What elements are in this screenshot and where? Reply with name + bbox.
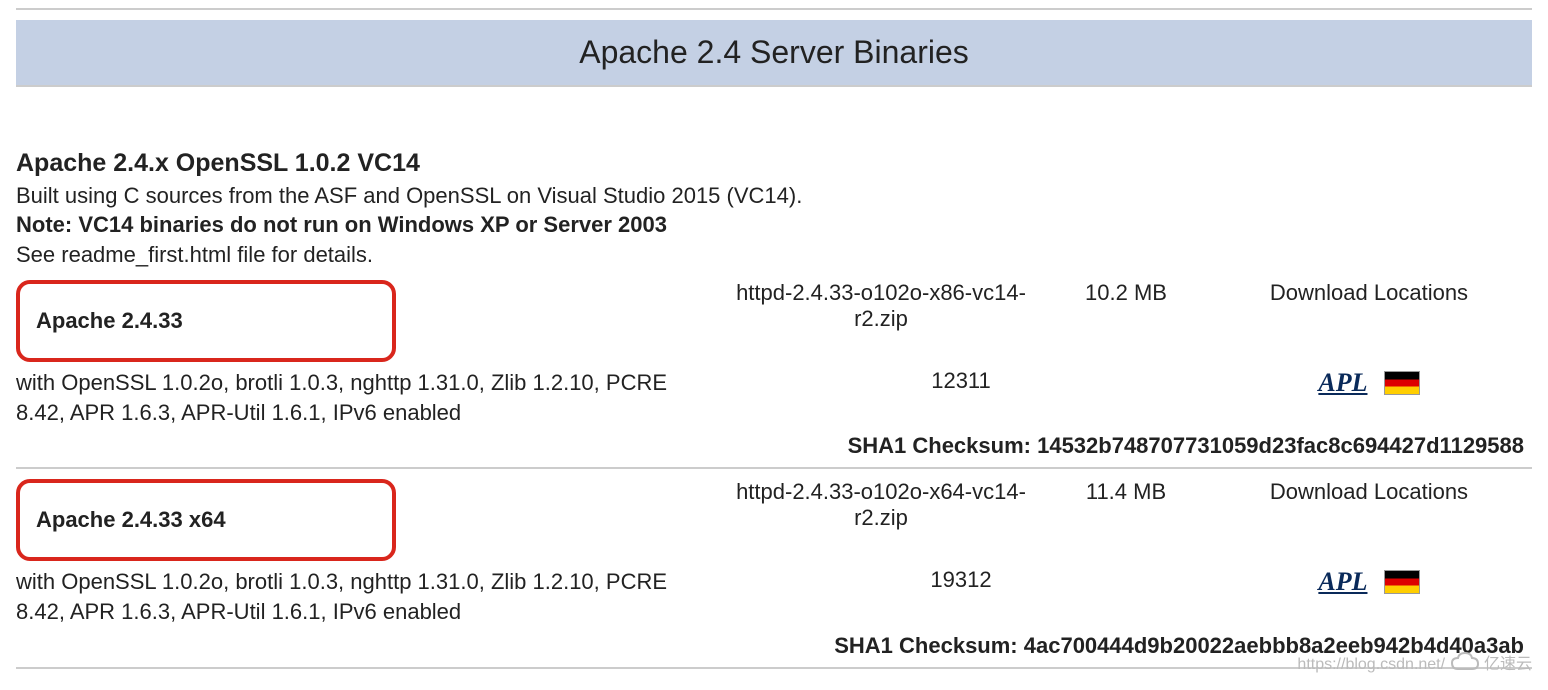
watermark-brand: 亿速云 — [1484, 656, 1532, 673]
cloud-icon — [1450, 651, 1480, 678]
sha-value: 14532b748707731059d23fac8c694427d1129588 — [1037, 433, 1524, 458]
download-name-highlight[interactable]: Apache 2.4.33 x64 — [16, 479, 396, 561]
flag-germany-icon[interactable] — [1384, 371, 1420, 395]
download-name: Apache 2.4.33 — [36, 308, 183, 333]
banner-title: Apache 2.4 Server Binaries — [579, 34, 969, 70]
page-banner: Apache 2.4 Server Binaries — [16, 20, 1532, 87]
intro-note-line: Note: VC14 binaries do not run on Window… — [16, 210, 1532, 240]
download-block: Apache 2.4.33 x64 httpd-2.4.33-o102o-x64… — [16, 479, 1532, 668]
watermark-url: https://blog.csdn.net/ — [1297, 656, 1445, 673]
sha-row: SHA1 Checksum: 14532b748707731059d23fac8… — [16, 433, 1532, 459]
download-name: Apache 2.4.33 x64 — [36, 507, 226, 532]
download-count: 19312 — [716, 567, 1206, 593]
mirror-icon[interactable]: APL — [1318, 368, 1367, 398]
flag-germany-icon[interactable] — [1384, 570, 1420, 594]
download-name-highlight[interactable]: Apache 2.4.33 — [16, 280, 396, 362]
intro-heading: Apache 2.4.x OpenSSL 1.0.2 VC14 — [16, 147, 1532, 181]
download-size: 11.4 MB — [1046, 479, 1206, 505]
download-description: with OpenSSL 1.0.2o, brotli 1.0.3, nghtt… — [16, 368, 716, 427]
download-locations-label: Download Locations — [1206, 280, 1532, 306]
download-block: Apache 2.4.33 httpd-2.4.33-o102o-x86-vc1… — [16, 280, 1532, 469]
mirror-icon[interactable]: APL — [1318, 567, 1367, 597]
download-locations-label: Download Locations — [1206, 479, 1532, 505]
download-filename[interactable]: httpd-2.4.33-o102o-x64-vc14-r2.zip — [716, 479, 1046, 531]
sha-label: SHA1 Checksum: — [848, 433, 1031, 458]
intro-block: Apache 2.4.x OpenSSL 1.0.2 VC14 Built us… — [16, 147, 1532, 270]
intro-built-line: Built using C sources from the ASF and O… — [16, 181, 1532, 211]
sha-label: SHA1 Checksum: — [834, 633, 1017, 658]
top-divider — [16, 8, 1532, 10]
download-count: 12311 — [716, 368, 1206, 394]
watermark: https://blog.csdn.net/ 亿速云 — [1297, 650, 1532, 678]
download-size: 10.2 MB — [1046, 280, 1206, 306]
download-description: with OpenSSL 1.0.2o, brotli 1.0.3, nghtt… — [16, 567, 716, 626]
download-filename[interactable]: httpd-2.4.33-o102o-x86-vc14-r2.zip — [716, 280, 1046, 332]
intro-see-line: See readme_first.html file for details. — [16, 240, 1532, 270]
